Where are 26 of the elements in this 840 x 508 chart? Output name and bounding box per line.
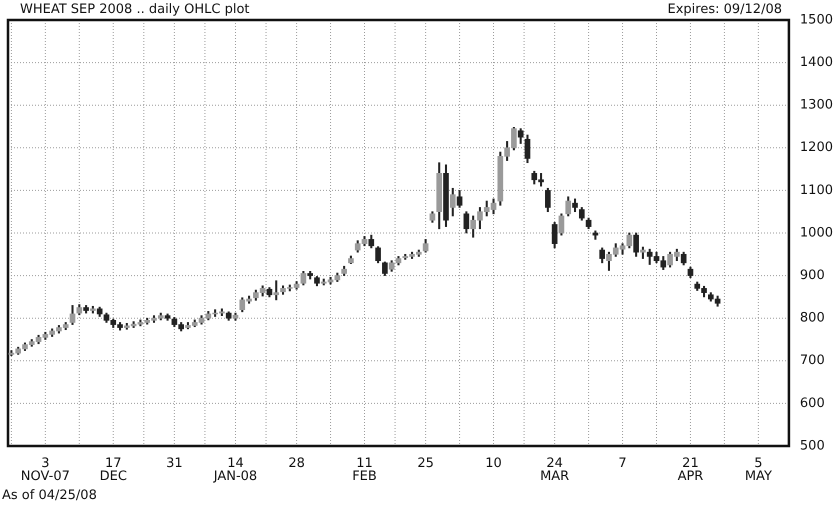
y-tick-label: 1200 (800, 140, 834, 156)
x-tick-label: 3 NOV-07 (20, 456, 70, 484)
x-tick-label: 7 (618, 456, 627, 471)
x-tick-label: 10 (485, 456, 502, 471)
y-tick-label: 1100 (800, 182, 834, 198)
x-tick-label: 24 MAR (540, 456, 570, 484)
y-tick-label: 1500 (800, 12, 834, 28)
y-tick-label: 700 (800, 353, 825, 368)
y-tick-label: 1400 (800, 54, 834, 70)
x-tick-label: 21 APR (678, 456, 704, 484)
chart-title: WHEAT SEP 2008 .. daily OHLC plot (20, 2, 250, 17)
y-tick-label: 1000 (800, 225, 834, 240)
text: As of 04/25/08 (2, 488, 97, 503)
y-tick-label: 800 (800, 310, 825, 326)
chart-subtitle: Expires: 09/12/08 (668, 2, 782, 17)
x-tick-label: 28 (288, 456, 305, 471)
y-tick-label: 1300 (800, 98, 834, 113)
x-tick-label: 11 FEB (352, 456, 377, 484)
x-tick-label: 17 DEC (100, 456, 127, 484)
x-tick-label: 5 MAY (744, 456, 772, 484)
y-tick-label: 600 (800, 396, 825, 411)
y-tick-label: 900 (800, 268, 825, 283)
x-tick-label: 31 (166, 456, 183, 471)
x-tick-label: 14 JAN-08 (212, 456, 258, 484)
x-tick-label: 25 (417, 456, 434, 471)
y-tick-label: 500 (800, 438, 825, 454)
